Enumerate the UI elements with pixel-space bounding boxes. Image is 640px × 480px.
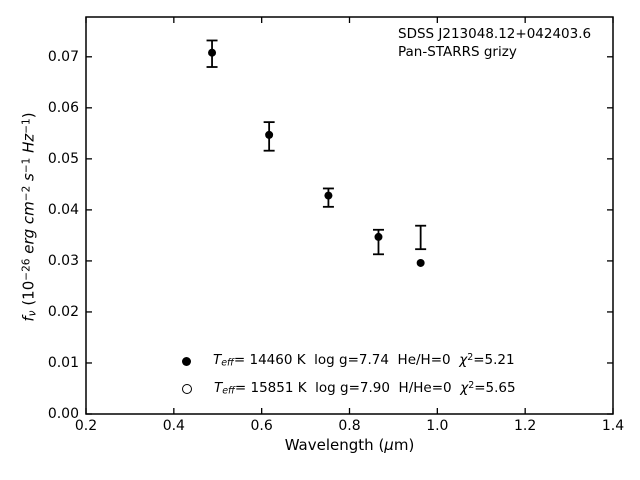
x-tick-label: 0.2 [74,418,98,434]
y-tick-label: 0.01 [47,354,79,371]
y-tick-label: 0.06 [47,99,79,116]
y-tick-label: 0.04 [47,201,79,218]
text-segment: eff [222,385,235,397]
x-tick-label: 0.6 [250,418,273,434]
y-tick-label: 0.03 [47,252,79,269]
x-tick-label: 0.4 [162,418,185,434]
text-segment: = 14460 K log g=7.74 He/H=0 [233,351,460,368]
x-tick-label: 1.0 [426,418,449,434]
text-segment: s [19,173,38,186]
x-tick-label: 1.2 [514,418,537,434]
data-point-filled [374,232,383,241]
y-tick-label: 0.07 [47,48,79,65]
y-tick-label: 0.02 [47,303,79,320]
legend-entry-label: Teff= 14460 K log g=7.74 He/H=0 χ2=5.21 [213,349,515,373]
text-segment: χ [459,351,468,368]
x-tick-label: 0.8 [338,418,361,434]
text-segment: −2 [20,185,33,202]
annotation: SDSS J213048.12+042403.6 Pan-STARRS griz… [398,26,591,61]
x-tick-label: 1.4 [601,418,625,434]
text-segment: 2 [468,380,475,392]
data-point-filled [324,191,333,200]
annotation-object-name: SDSS J213048.12+042403.6 [398,26,592,42]
text-segment: μ [384,436,394,454]
x-axis-label: Wavelength (μm) [86,436,613,454]
legend-open-circle-marker [182,384,192,394]
text-segment: −1 [20,118,33,134]
text-segment: =5.21 [473,351,515,368]
legend-entry-model-1: Teff= 14460 K log g=7.74 He/H=0 χ2=5.21 [182,352,515,370]
annotation-survey: Pan-STARRS grizy [398,43,517,60]
data-point-filled [416,258,425,267]
legend-entry-model-2: Teff= 15851 K log g=7.90 H/He=0 χ2=5.65 [182,380,516,398]
legend-entry-label: Teff= 15851 K log g=7.90 H/He=0 χ2=5.65 [214,377,516,401]
text-segment: =5.65 [474,379,516,396]
text-segment: χ [460,379,469,396]
data-point-filled [265,130,274,139]
text-segment: T [214,379,223,396]
legend-filled-circle-marker [182,356,191,366]
text-segment: 2 [467,352,474,364]
text-segment: eff [221,357,234,369]
y-tick-label: 0.05 [47,150,79,167]
y-tick-label: 0.00 [47,406,79,422]
text-segment: m) [393,436,415,454]
text-segment: T [213,351,222,368]
text-segment: Wavelength ( [284,436,385,454]
data-point-filled [208,48,217,57]
text-segment: = 15851 K log g=7.90 H/He=0 [234,379,461,396]
